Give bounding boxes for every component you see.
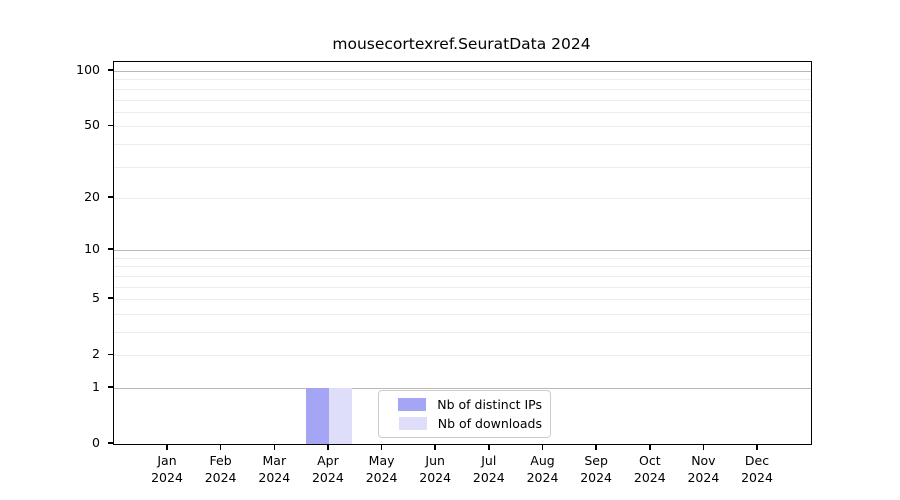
x-tick-month: Dec [744, 453, 770, 468]
y-tick-label: 1 [92, 379, 100, 394]
minor-gridline [114, 275, 811, 277]
x-tick-label: Nov 2024 [671, 452, 735, 486]
x-tick-year: 2024 [419, 470, 452, 485]
minor-gridline [114, 79, 811, 81]
y-tick-label: 100 [76, 62, 100, 77]
x-tick-label: Oct 2024 [618, 452, 682, 486]
x-tick-year: 2024 [258, 470, 291, 485]
x-tick-month: Aug [530, 453, 555, 468]
x-tick-label: Mar 2024 [242, 452, 306, 486]
x-tick [434, 444, 436, 450]
bar-nb-of-distinct-ips [305, 388, 329, 444]
x-tick [756, 444, 758, 450]
x-tick-month: Sep [584, 453, 608, 468]
bar-nb-of-downloads [328, 388, 352, 444]
minor-gridline [114, 257, 811, 259]
x-tick [488, 444, 490, 450]
minor-gridline [114, 332, 811, 333]
major-gridline [114, 71, 811, 72]
y-tick-label: 50 [84, 117, 100, 133]
x-tick-year: 2024 [633, 470, 666, 485]
y-tick [108, 196, 113, 198]
x-tick-label: Apr 2024 [296, 452, 360, 486]
y-tick [108, 442, 113, 444]
x-tick [595, 444, 597, 450]
minor-gridline [114, 166, 811, 168]
y-tick-label: 5 [92, 290, 100, 306]
x-tick-label: Jun 2024 [403, 452, 467, 486]
y-tick [108, 248, 113, 250]
x-tick-month: Jan [157, 453, 177, 468]
x-tick-year: 2024 [580, 470, 612, 485]
x-tick-year: 2024 [151, 470, 183, 485]
major-gridline [114, 388, 811, 389]
x-tick-month: Feb [209, 453, 232, 468]
x-tick [541, 444, 544, 450]
minor-gridline [114, 197, 811, 199]
x-tick-year: 2024 [472, 470, 505, 485]
minor-gridline [114, 355, 811, 357]
x-tick-label: Jul 2024 [457, 452, 521, 486]
x-tick-label: May 2024 [350, 452, 414, 486]
x-tick [273, 444, 275, 450]
y-tick [108, 386, 113, 388]
minor-gridline [114, 299, 811, 301]
legend-item-distinct-ips: Nb of distinct IPs [386, 397, 542, 412]
y-tick-label: 0 [92, 435, 100, 450]
x-tick-year: 2024 [365, 470, 398, 485]
x-tick-month: Mar [262, 453, 287, 468]
x-tick-label: Dec 2024 [725, 452, 789, 486]
x-tick [327, 444, 329, 450]
x-tick-year: 2024 [687, 470, 720, 485]
x-tick-month: Jun [425, 453, 445, 468]
x-tick-year: 2024 [311, 470, 344, 485]
x-tick-month: Jul [481, 453, 497, 468]
x-tick-label: Feb 2024 [189, 452, 253, 486]
x-tick-month: Oct [638, 453, 661, 468]
legend-swatch-downloads [398, 417, 427, 430]
x-tick [166, 444, 168, 450]
minor-gridline [114, 266, 811, 268]
x-tick-month: May [368, 453, 395, 468]
y-tick [108, 297, 113, 299]
y-tick [108, 124, 113, 126]
x-tick [649, 444, 651, 450]
x-tick [380, 444, 383, 450]
y-tick-label: 10 [84, 241, 100, 257]
legend-swatch-distinct-ips [398, 398, 427, 411]
x-tick-label: Aug 2024 [511, 452, 575, 486]
x-tick-year: 2024 [526, 470, 559, 485]
y-tick-label: 2 [92, 346, 100, 362]
x-tick-label: Jan 2024 [135, 452, 199, 486]
minor-gridline [114, 313, 811, 315]
legend-item-downloads: Nb of downloads [386, 416, 542, 431]
y-tick-label: 20 [84, 188, 100, 204]
x-tick-month: Nov [691, 453, 716, 468]
x-tick-year: 2024 [204, 470, 237, 485]
legend-label-distinct-ips: Nb of distinct IPs [437, 397, 542, 412]
x-tick-label: Sep 2024 [564, 452, 628, 486]
x-tick-month: Apr [317, 453, 339, 468]
minor-gridline [114, 111, 811, 113]
y-tick [108, 353, 113, 355]
major-gridline [114, 250, 811, 252]
y-tick [108, 69, 113, 71]
minor-gridline [114, 99, 811, 101]
plot-area [113, 61, 812, 445]
minor-gridline [114, 88, 811, 90]
minor-gridline [114, 143, 811, 145]
legend-label-downloads: Nb of downloads [437, 416, 542, 431]
x-tick [219, 444, 222, 450]
chart-title: mousecortexref.SeuratData 2024 [332, 35, 591, 53]
x-tick-year: 2024 [741, 470, 773, 485]
legend: Nb of distinct IPs Nb of downloads [378, 390, 551, 438]
minor-gridline [114, 126, 811, 128]
minor-gridline [114, 286, 811, 288]
x-tick [702, 444, 705, 450]
